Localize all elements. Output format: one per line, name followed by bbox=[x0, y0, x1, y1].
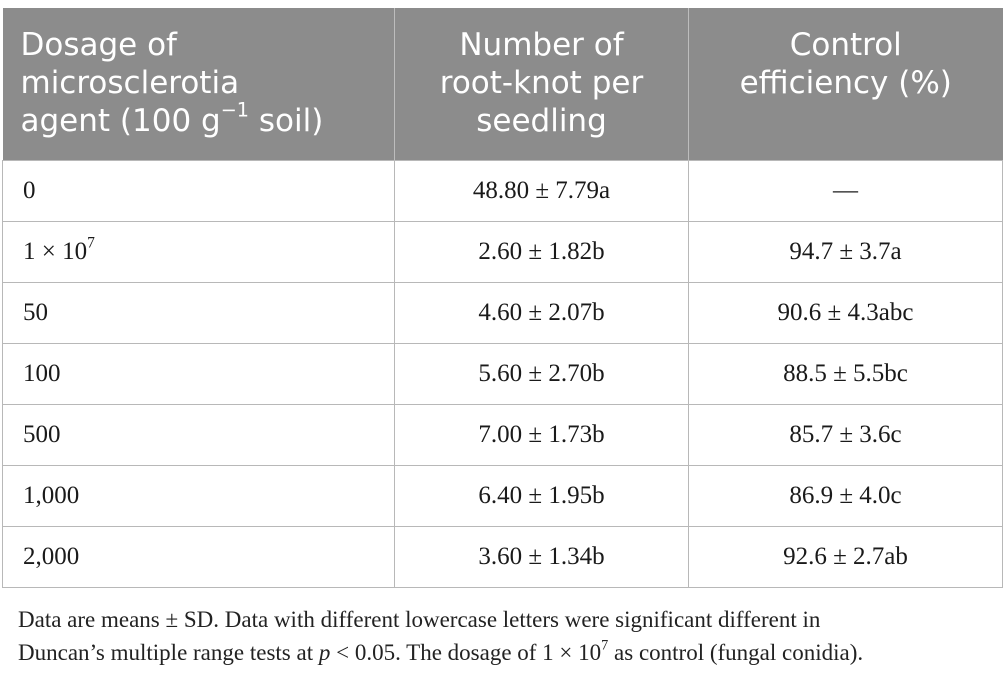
table-row: 50 4.60 ± 2.07b 90.6 ± 4.3abc bbox=[2, 281, 1003, 344]
header-dosage-line3-text: agent (100 g bbox=[20, 103, 221, 139]
header-root-knot-line1: Number of bbox=[459, 27, 624, 63]
cell-dosage-value: 100 bbox=[23, 359, 61, 387]
cell-root-knot: 7.00 ± 1.73b bbox=[394, 403, 689, 466]
header-control-efficiency: Control efficiency (%) bbox=[688, 8, 1003, 160]
header-root-knot-line2: root-knot per bbox=[439, 65, 644, 101]
header-dosage-line3: agent (100 g−1 soil) bbox=[20, 98, 377, 140]
cell-dosage-exponent: 7 bbox=[87, 233, 95, 251]
cell-dosage: 1,000 bbox=[2, 464, 395, 527]
footnote-line2-mid: < 0.05. The dosage of 1 × 10 bbox=[330, 640, 602, 665]
cell-dosage: 100 bbox=[2, 342, 395, 405]
cell-dosage-value: 500 bbox=[23, 420, 61, 448]
cell-efficiency: 86.9 ± 4.0c bbox=[688, 464, 1003, 527]
cell-efficiency: 90.6 ± 4.3abc bbox=[688, 281, 1003, 344]
header-dosage-line2: microsclerotia bbox=[20, 65, 240, 101]
header-dosage-unit: soil) bbox=[249, 103, 324, 139]
footnote-exponent: 7 bbox=[601, 637, 609, 654]
cell-dosage: 0 bbox=[2, 159, 395, 222]
footnote-line2-end: as control (fungal conidia). bbox=[608, 640, 864, 665]
cell-root-knot: 3.60 ± 1.34b bbox=[394, 525, 689, 588]
table-footnote: Data are means ± SD. Data with different… bbox=[18, 603, 998, 669]
cell-dosage-value: 1,000 bbox=[23, 481, 80, 509]
footnote-line2: Duncan’s multiple range tests at p < 0.0… bbox=[18, 636, 998, 669]
cell-efficiency: — bbox=[688, 159, 1003, 222]
header-control-line1: Control bbox=[789, 27, 902, 63]
table-body: 0 48.80 ± 7.79a — 1 × 107 2.60 ± 1.82b 9… bbox=[2, 159, 1003, 588]
header-dosage-exponent: −1 bbox=[220, 98, 250, 122]
header-row: Dosage of microsclerotia agent (100 g−1 … bbox=[2, 8, 1003, 160]
cell-dosage-value: 1 × 10 bbox=[23, 237, 88, 265]
table-row: 500 7.00 ± 1.73b 85.7 ± 3.6c bbox=[2, 403, 1003, 466]
cell-root-knot: 6.40 ± 1.95b bbox=[394, 464, 689, 527]
cell-dosage: 1 × 107 bbox=[2, 220, 395, 283]
table-row: 2,000 3.60 ± 1.34b 92.6 ± 2.7ab bbox=[2, 525, 1003, 588]
footnote-line2-start: Duncan’s multiple range tests at bbox=[18, 640, 319, 665]
cell-root-knot: 48.80 ± 7.79a bbox=[394, 159, 689, 222]
cell-dosage: 500 bbox=[2, 403, 395, 466]
data-table-container: Dosage of microsclerotia agent (100 g−1 … bbox=[2, 8, 1003, 588]
header-control-line2: efficiency (%) bbox=[739, 65, 952, 101]
header-root-knot: Number of root-knot per seedling bbox=[394, 8, 689, 160]
cell-dosage: 2,000 bbox=[2, 525, 395, 588]
header-root-knot-line3: seedling bbox=[476, 103, 607, 139]
cell-root-knot: 2.60 ± 1.82b bbox=[394, 220, 689, 283]
cell-dosage-value: 50 bbox=[23, 298, 48, 326]
footnote-line1: Data are means ± SD. Data with different… bbox=[18, 607, 821, 632]
footnote-p-symbol: p bbox=[318, 640, 331, 665]
header-dosage-line1: Dosage of bbox=[20, 27, 177, 63]
cell-root-knot: 5.60 ± 2.70b bbox=[394, 342, 689, 405]
cell-dosage-value: 2,000 bbox=[23, 542, 80, 570]
cell-dosage: 50 bbox=[2, 281, 395, 344]
cell-dosage-value: 0 bbox=[23, 176, 36, 204]
table-header: Dosage of microsclerotia agent (100 g−1 … bbox=[2, 8, 1003, 160]
cell-efficiency: 92.6 ± 2.7ab bbox=[688, 525, 1003, 588]
cell-efficiency: 88.5 ± 5.5bc bbox=[688, 342, 1003, 405]
cell-efficiency: 94.7 ± 3.7a bbox=[688, 220, 1003, 283]
header-dosage: Dosage of microsclerotia agent (100 g−1 … bbox=[2, 8, 395, 160]
cell-efficiency: 85.7 ± 3.6c bbox=[688, 403, 1003, 466]
table-row: 100 5.60 ± 2.70b 88.5 ± 5.5bc bbox=[2, 342, 1003, 405]
table-row: 1,000 6.40 ± 1.95b 86.9 ± 4.0c bbox=[2, 464, 1003, 527]
cell-root-knot: 4.60 ± 2.07b bbox=[394, 281, 689, 344]
table-row: 1 × 107 2.60 ± 1.82b 94.7 ± 3.7a bbox=[2, 220, 1003, 283]
data-table: Dosage of microsclerotia agent (100 g−1 … bbox=[2, 8, 1003, 588]
table-row: 0 48.80 ± 7.79a — bbox=[2, 159, 1003, 222]
